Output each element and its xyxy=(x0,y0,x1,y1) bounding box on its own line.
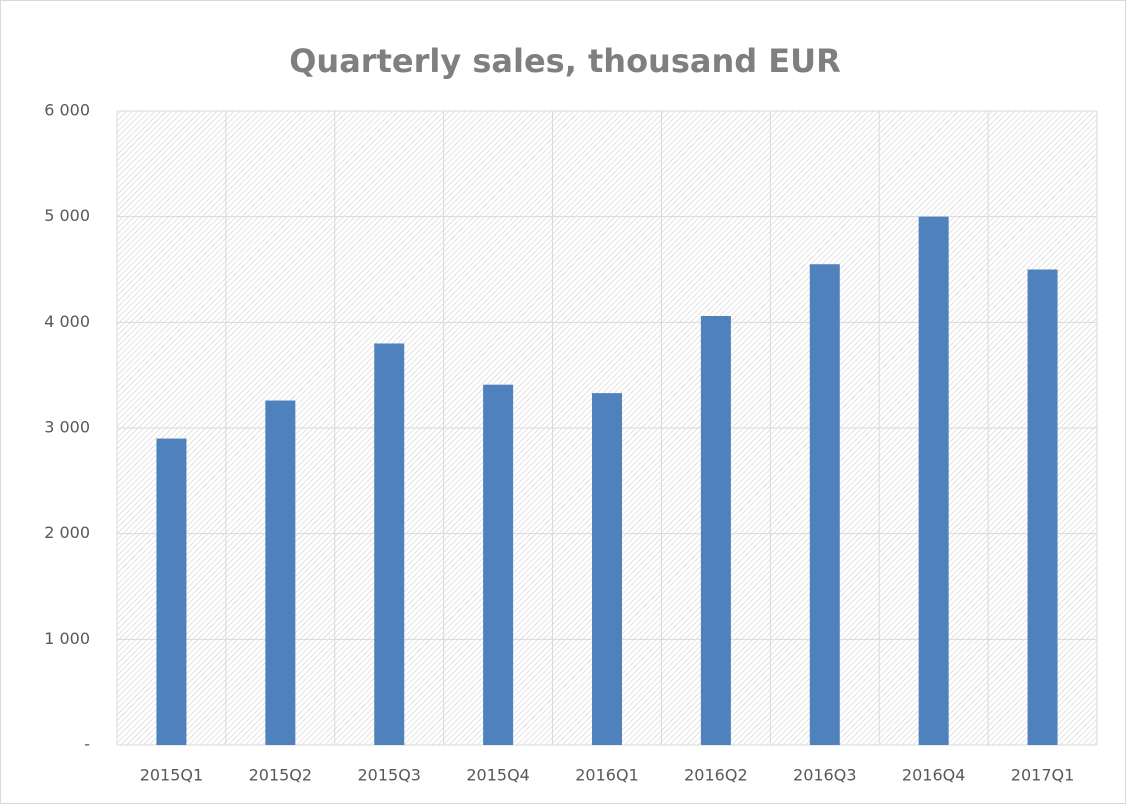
x-tick-label: 2015Q1 xyxy=(140,766,204,785)
bar xyxy=(265,400,296,745)
bar xyxy=(809,264,840,745)
y-tick-label: 1 000 xyxy=(44,629,90,648)
y-tick-label: 6 000 xyxy=(44,101,90,120)
x-tick-label: 2016Q2 xyxy=(684,766,748,785)
y-tick-label: 2 000 xyxy=(44,523,90,542)
x-tick-label: 2016Q3 xyxy=(793,766,857,785)
bar xyxy=(1027,269,1058,745)
bar xyxy=(483,384,514,745)
x-tick-label: 2015Q3 xyxy=(357,766,421,785)
bar xyxy=(918,216,949,745)
y-tick-label: - xyxy=(84,735,90,754)
x-tick-label: 2017Q1 xyxy=(1011,766,1075,785)
x-tick-label: 2015Q4 xyxy=(466,766,530,785)
x-tick-label: 2015Q2 xyxy=(249,766,313,785)
y-tick-label: 5 000 xyxy=(44,206,90,225)
bar xyxy=(374,343,405,745)
x-tick-label: 2016Q1 xyxy=(575,766,639,785)
chart-title: Quarterly sales, thousand EUR xyxy=(289,42,841,80)
bar xyxy=(592,393,622,745)
y-tick-label: 4 000 xyxy=(44,312,90,331)
bar xyxy=(156,438,187,745)
y-tick-label: 3 000 xyxy=(44,418,90,437)
bar xyxy=(700,315,731,745)
x-tick-label: 2016Q4 xyxy=(902,766,966,785)
